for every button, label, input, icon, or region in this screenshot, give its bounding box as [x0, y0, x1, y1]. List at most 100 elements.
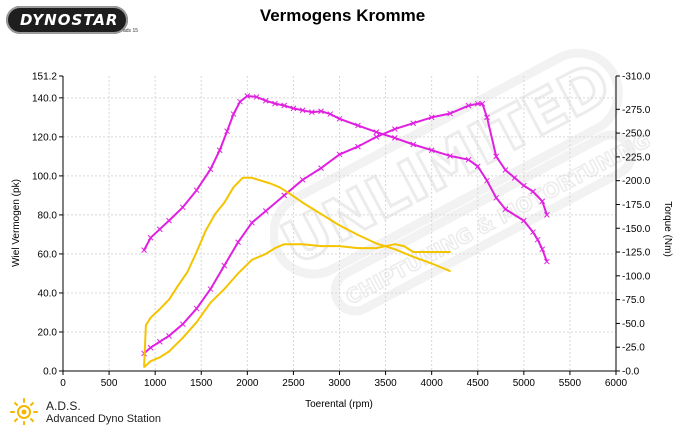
- series-point-4: [320, 245, 322, 247]
- point-stroke: [281, 192, 288, 199]
- point-stroke: [262, 208, 269, 214]
- series-point-1: [147, 234, 154, 241]
- series-point-2: [520, 182, 527, 189]
- series-point-2: [193, 305, 200, 312]
- series-point-3: [145, 324, 147, 327]
- point-stroke: [224, 128, 230, 135]
- point-stroke: [299, 176, 306, 183]
- x-tick-label: 2000: [236, 378, 259, 389]
- series-point-1: [290, 105, 297, 112]
- series-point-1: [410, 141, 417, 148]
- point-stroke: [428, 114, 435, 121]
- series-point-2: [511, 174, 518, 181]
- point-stroke: [502, 206, 509, 213]
- series-point-4: [237, 272, 239, 275]
- series-point-3: [232, 186, 235, 189]
- point-stroke: [534, 236, 541, 243]
- x-tick-label: 0: [60, 378, 66, 389]
- series-point-4: [440, 251, 442, 253]
- y2-tick-label: -200.0: [622, 176, 651, 187]
- series-point-4: [375, 247, 378, 249]
- series-point-3: [430, 262, 433, 265]
- y2-tick-label: -75.0: [622, 295, 645, 306]
- point-stroke: [511, 174, 518, 181]
- y2-axis-label: Torque (Nm): [662, 201, 673, 257]
- x-tick-label: 1500: [190, 378, 213, 389]
- series-point-4: [412, 251, 415, 253]
- series-point-1: [166, 217, 172, 224]
- point-stroke: [447, 110, 453, 117]
- x-tick-label: 500: [101, 378, 118, 389]
- point-stroke: [207, 166, 214, 173]
- series-point-1: [520, 217, 527, 224]
- series-point-2: [166, 333, 172, 339]
- series-point-2: [249, 219, 255, 226]
- series-point-3: [214, 213, 216, 215]
- series-point-2: [539, 198, 546, 205]
- series-point-1: [391, 135, 398, 141]
- y2-tick-label: -175.0: [622, 200, 651, 211]
- y-tick-label: 140.0: [32, 93, 57, 104]
- point-stroke: [166, 217, 172, 224]
- series-point-3: [375, 242, 378, 245]
- series-point-4: [251, 258, 253, 261]
- point-stroke: [428, 147, 435, 154]
- series-point-3: [449, 270, 451, 272]
- series-point-1: [327, 111, 334, 117]
- series-point-2: [410, 120, 417, 127]
- x-axis-label: Toerental (rpm): [305, 399, 373, 410]
- series-point-2: [479, 100, 486, 107]
- series-point-1: [474, 163, 481, 170]
- dynostar-logo: DYNOSTAR: [6, 6, 128, 34]
- series-point-2: [281, 192, 288, 199]
- point-stroke: [166, 333, 172, 339]
- point-stroke: [447, 153, 453, 159]
- point-stroke: [373, 134, 380, 140]
- ads-name: A.D.S.: [46, 399, 81, 413]
- point-stroke: [520, 182, 527, 189]
- series-point-1: [193, 187, 200, 194]
- series-point-2: [465, 102, 472, 109]
- series-point-1: [272, 100, 278, 107]
- point-stroke: [318, 108, 324, 115]
- y-tick-label: 0.0: [43, 367, 57, 378]
- series-point-4: [403, 245, 405, 247]
- watermark-band-small: [330, 130, 636, 316]
- series-point-1: [544, 258, 550, 265]
- x-tick-label: 2500: [282, 378, 305, 389]
- series-point-1: [373, 129, 380, 135]
- point-stroke: [373, 129, 380, 135]
- point-stroke: [544, 212, 550, 218]
- point-stroke: [230, 111, 237, 117]
- series-point-1: [156, 226, 163, 233]
- point-stroke: [249, 219, 255, 226]
- series-point-2: [336, 151, 343, 158]
- series-point-1: [493, 194, 500, 201]
- series-point-3: [288, 192, 290, 194]
- point-stroke: [156, 226, 163, 233]
- point-stroke: [327, 111, 334, 117]
- point-stroke: [493, 153, 500, 160]
- point-stroke: [465, 102, 472, 109]
- logo-text: DYNOSTAR: [20, 11, 119, 29]
- series-point-4: [283, 243, 286, 245]
- series-point-3: [278, 186, 281, 189]
- series-point-1: [539, 246, 546, 253]
- point-stroke: [336, 151, 343, 158]
- series-point-1: [534, 236, 541, 243]
- point-stroke: [290, 105, 297, 112]
- series-point-2: [221, 262, 228, 269]
- series-point-4: [209, 301, 212, 304]
- series-point-4: [182, 337, 184, 339]
- series-point-1: [281, 102, 288, 109]
- series-point-2: [484, 114, 490, 121]
- series-point-1: [447, 153, 453, 159]
- point-stroke: [141, 247, 147, 253]
- point-stroke: [502, 167, 509, 173]
- series-point-3: [338, 224, 341, 227]
- logo-subscript: ads 15: [123, 28, 139, 34]
- series-line-1: [143, 95, 548, 262]
- point-stroke: [147, 234, 154, 241]
- series-point-3: [149, 316, 152, 319]
